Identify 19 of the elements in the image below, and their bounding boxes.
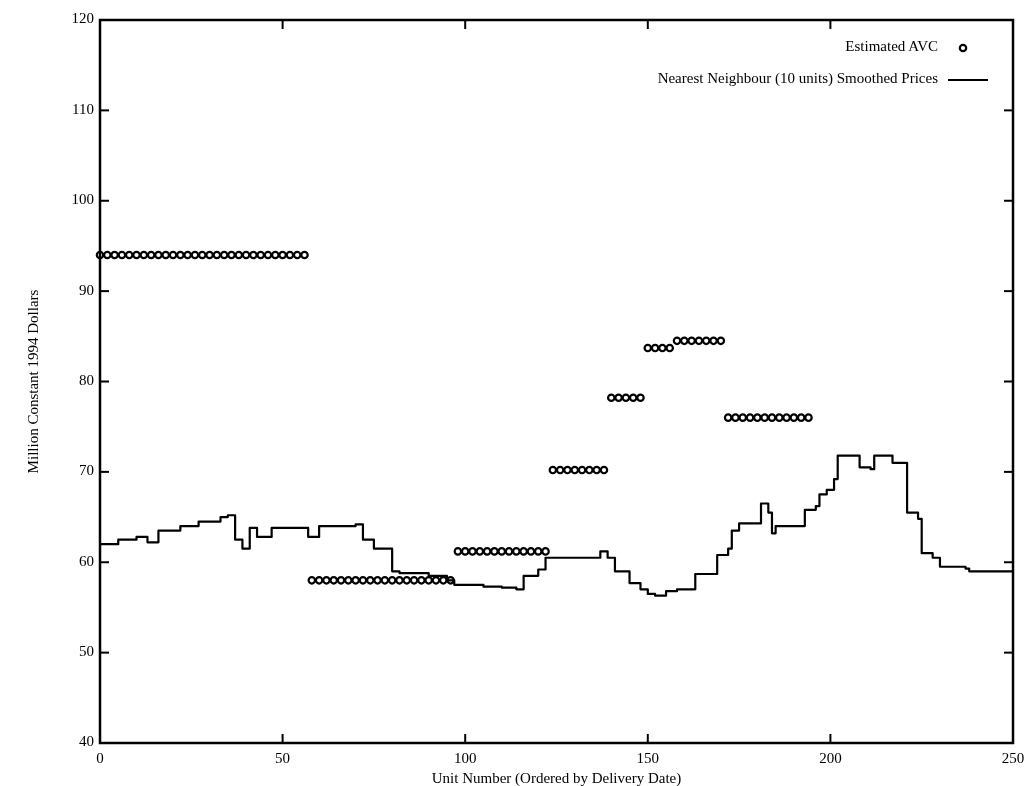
x-tick-label: 100 (453, 750, 477, 766)
x-axis-title: Unit Number (Ordered by Delivery Date) (431, 770, 682, 786)
x-tick-label: 0 (96, 750, 104, 766)
y-tick-label: 60 (79, 552, 94, 569)
y-tick-label: 70 (79, 462, 94, 479)
x-tick-label: 150 (636, 750, 660, 766)
y-tick-label: 110 (72, 100, 94, 117)
y-axis-title: Million Constant 1994 Dollars (25, 289, 41, 474)
x-tick-label: 250 (1001, 750, 1025, 766)
x-tick-label: 200 (819, 750, 842, 766)
y-tick-label: 90 (79, 281, 94, 298)
y-tick-label: 80 (79, 371, 94, 388)
y-tick-label: 100 (71, 191, 94, 208)
legend-label: Estimated AVC (845, 38, 938, 55)
y-tick-label: 120 (71, 10, 94, 27)
y-tick-label: 50 (79, 643, 94, 660)
x-tick-label: 50 (275, 750, 291, 766)
legend-label: Nearest Neighbour (10 units) Smoothed Prices (657, 70, 939, 88)
y-tick-label: 40 (79, 733, 94, 750)
